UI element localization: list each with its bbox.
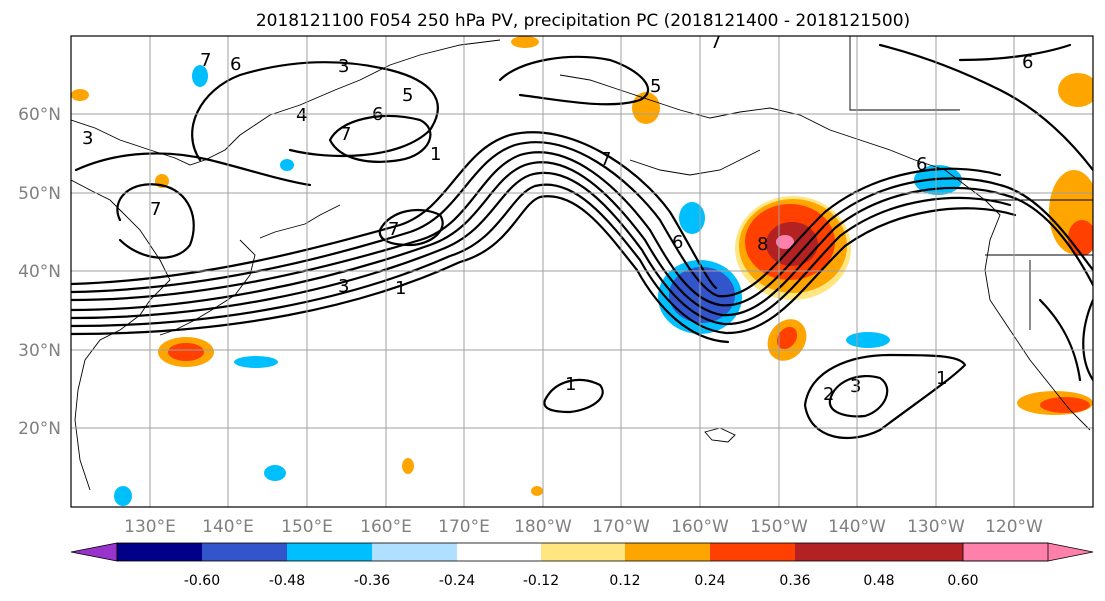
contour-label: 1: [395, 278, 406, 299]
colorbar-tick-label: 0.60: [947, 573, 978, 589]
lon-label: 120°W: [985, 517, 1043, 537]
colorbar-tick-label: -0.24: [439, 573, 475, 589]
lon-label: 140°W: [828, 517, 886, 537]
lon-label: 170°E: [438, 517, 490, 537]
contour-label: 6: [1022, 52, 1033, 73]
colorbar-tick-label: 0.12: [609, 573, 640, 589]
colorbar-tick-label: -0.48: [269, 573, 305, 589]
colorbar-tick-label: -0.60: [184, 573, 220, 589]
longitude-labels: 130°E 140°E 150°E 160°E 170°E 180°W 170°…: [124, 517, 1043, 537]
contour-label: 3: [338, 276, 349, 297]
latitude-labels: 60°N 50°N 40°N 30°N 20°N: [18, 105, 61, 439]
colorbar-tick-label: 0.36: [779, 573, 810, 589]
colorbar-tick-label: -0.36: [354, 573, 390, 589]
colorbar-tick-label: 0.24: [694, 573, 725, 589]
lon-label: 130°E: [124, 517, 176, 537]
lat-label: 30°N: [18, 341, 61, 361]
contour-label: 7: [340, 124, 351, 145]
colorbar-segment: [541, 543, 625, 561]
contour-label: 3: [82, 128, 93, 149]
contour-label: 5: [650, 76, 661, 97]
figure-title: 2018121100 F054 250 hPa PV, precipitatio…: [256, 11, 910, 31]
lon-label: 170°W: [592, 517, 650, 537]
contour-label: 6: [230, 54, 241, 75]
colorbar-tick-label: 0.48: [863, 573, 894, 589]
contour-label: 1: [936, 368, 947, 389]
lon-label: 180°W: [514, 517, 572, 537]
lat-label: 50°N: [18, 184, 61, 204]
colorbar-outline: [116, 542, 1049, 562]
contour-label: 7: [388, 219, 399, 240]
pv-contours: [71, 43, 1093, 440]
colorbar-extend-low: [70, 542, 118, 562]
contour-label: 7: [710, 32, 721, 53]
map-frame: [70, 35, 1094, 508]
colorbar-segment: [795, 543, 879, 561]
contour-label: 3: [338, 56, 349, 77]
colorbar-segment: [710, 543, 795, 561]
colorbar-segment: [287, 543, 372, 561]
contour-label: 8: [757, 234, 768, 255]
map-panel: 7 6 3 5 4 3 7 6 5 7 7 7 1 7 3 1 6 8 1 3 …: [71, 32, 1093, 507]
colorbar-segment: [372, 543, 457, 561]
lat-label: 40°N: [18, 262, 61, 282]
lon-label: 150°W: [750, 517, 808, 537]
colorbar-segment: [202, 543, 287, 561]
lat-label: 60°N: [18, 105, 61, 125]
contour-label: 5: [402, 85, 413, 106]
colorbar: -0.60 -0.48 -0.36 -0.24 -0.12 0.12 0.24 …: [70, 542, 1094, 589]
colorbar-segment: [117, 543, 202, 561]
contour-label: 7: [600, 149, 611, 170]
contour-label: 6: [672, 232, 683, 253]
contour-label: 1: [565, 374, 576, 395]
contour-label: 4: [296, 105, 307, 126]
coastlines: [71, 36, 1093, 491]
contour-label: 7: [200, 50, 211, 71]
colorbar-extend-high-arrow: [962, 542, 1094, 562]
lon-label: 160°W: [671, 517, 729, 537]
gridlines: [71, 36, 1093, 507]
contour-label: 2: [823, 384, 834, 405]
lon-label: 140°E: [202, 517, 254, 537]
lon-label: 160°E: [360, 517, 412, 537]
precip-shading: [71, 36, 1093, 506]
colorbar-segment: [625, 543, 710, 561]
lon-label: 130°W: [907, 517, 965, 537]
contour-label: 6: [916, 154, 927, 175]
colorbar-extend-high: [879, 543, 963, 561]
lat-label: 20°N: [18, 419, 61, 439]
lon-label: 150°E: [281, 517, 333, 537]
colorbar-tick-label: -0.12: [523, 573, 559, 589]
contour-label: 1: [430, 144, 441, 165]
contour-label: 3: [850, 376, 861, 397]
contour-label: 7: [150, 199, 161, 220]
colorbar-segment: [457, 543, 541, 561]
